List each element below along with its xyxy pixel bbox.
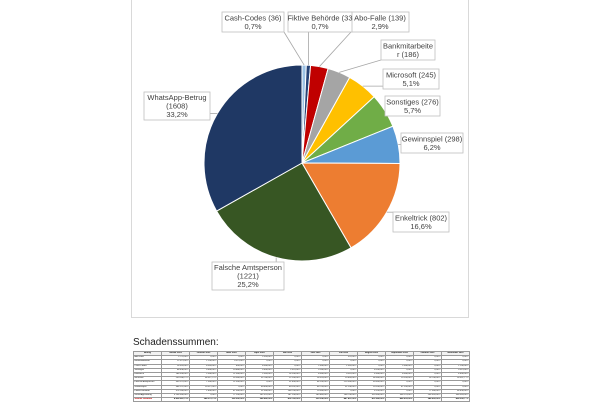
data-label-text: 16,6% [410,222,432,231]
chart-area: WhatsApp-Betrug (1608) 33,2% Falsche Amtspe… [131,0,469,318]
table-row: Falsche Amtsperson 355.270,00 €7.000,00 €… [133,380,470,386]
data-label-sonstiges: Sonstiges (276)5,7% [384,95,441,117]
pie-slice-enkeltrick [301,162,401,249]
data-label-text: Fiktive Behörde (33 [287,13,352,22]
table-row: Enkeltrick 186.558,00 €2.000,00 €11.000,0… [133,371,470,378]
data-label-text: 6,2% [423,143,440,152]
data-label-text: 0,7% [244,22,261,31]
data-label-box [392,211,450,233]
data-label-text: Gewinnspiel (298) [402,134,463,143]
data-label-text: (1221) [237,272,259,281]
data-label-text: (1608) [166,102,188,111]
data-label-box [384,95,441,117]
data-label-text: Cash-Codes (36) [224,13,282,22]
data-label-text: 25,2% [237,280,259,289]
data-label-text: Enkeltrick (802) [395,213,448,222]
data-label-text: Abo-Falle (139) [354,13,406,22]
table-header-row: Betrug Januar 2022 Februar 2022 März 2022 Ap… [133,350,470,357]
leader-line-abo [319,31,352,67]
data-label-whatsapp: WhatsApp-Betrug(1608)33,2% [143,91,211,121]
data-label-text: WhatsApp-Betrug [147,93,206,102]
data-label-text: 5,1% [402,79,419,88]
leader-line-cash [283,31,305,66]
data-label-microsoft: Microsoft (245)5,1% [382,68,440,90]
data-label-box [382,68,440,90]
pie-chart: WhatsApp-Betrug(1608)33,2% Falsche Amtspe… [143,11,464,291]
data-label-box [211,261,285,291]
data-label-fiktiv: Fiktive Behörde (330,7% [287,11,353,33]
data-label-box [287,11,353,33]
damage-sum-table: Betrug Januar 2022 Februar 2022 März 2022 Ap… [133,350,470,402]
data-label-text: 0,7% [311,22,328,31]
data-label-box [380,39,436,61]
data-label-text: Microsoft (245) [386,70,437,79]
data-label-text: Falsche Amtsperson [214,263,282,272]
data-label-text: 5,7% [404,106,421,115]
data-label-text: r (186) [397,50,420,59]
data-label-box [400,132,464,154]
data-label-amtsperson: Falsche Amtsperson(1221)25,2% [211,261,285,291]
data-label-box [143,91,211,121]
data-label-cash: Cash-Codes (36)0,7% [221,11,285,33]
pie-slice-whatsapp [203,64,303,212]
data-label-abo: Abo-Falle (139)2,9% [350,11,410,33]
data-label-box [221,11,285,33]
data-label-enkeltrick: Enkeltrick (802)16,6% [392,211,450,233]
pie-slice-amtsperson [215,162,352,262]
data-label-bank: Bankmitarbeiter (186) [380,39,436,61]
leader-line-bank [339,59,382,73]
data-label-text: 2,9% [371,22,388,31]
data-label-text: Sonstiges (276) [386,97,439,106]
table-title: Schadenssummen: [133,337,219,348]
data-label-text: Bankmitarbeite [383,41,433,50]
data-label-text: 33,2% [166,110,188,119]
damage-sum-section: Schadenssummen: Betrug Januar 2022 Februar… [133,337,473,402]
data-label-gewinnspiel: Gewinnspiel (298)6,2% [400,132,464,154]
